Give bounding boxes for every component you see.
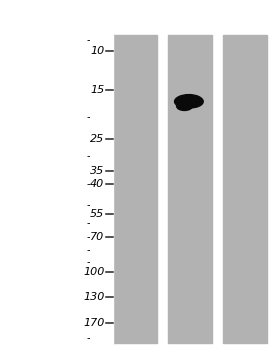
Text: 15: 15: [90, 85, 104, 95]
Text: 70: 70: [90, 232, 104, 243]
Text: MCF7: MCF7: [172, 0, 208, 4]
Text: 40: 40: [90, 179, 104, 189]
Text: 170: 170: [83, 318, 104, 328]
Text: HELA: HELA: [228, 0, 263, 4]
Ellipse shape: [177, 101, 192, 111]
Text: 55: 55: [90, 209, 104, 219]
Text: 10: 10: [90, 46, 104, 56]
Bar: [223, 35, 267, 343]
Ellipse shape: [174, 94, 203, 108]
Bar: [168, 35, 212, 343]
Text: 25: 25: [90, 134, 104, 143]
Bar: [113, 35, 157, 343]
Text: HT29: HT29: [117, 0, 152, 4]
Text: 100: 100: [83, 267, 104, 277]
Text: 130: 130: [83, 292, 104, 302]
Text: 35: 35: [90, 166, 104, 176]
